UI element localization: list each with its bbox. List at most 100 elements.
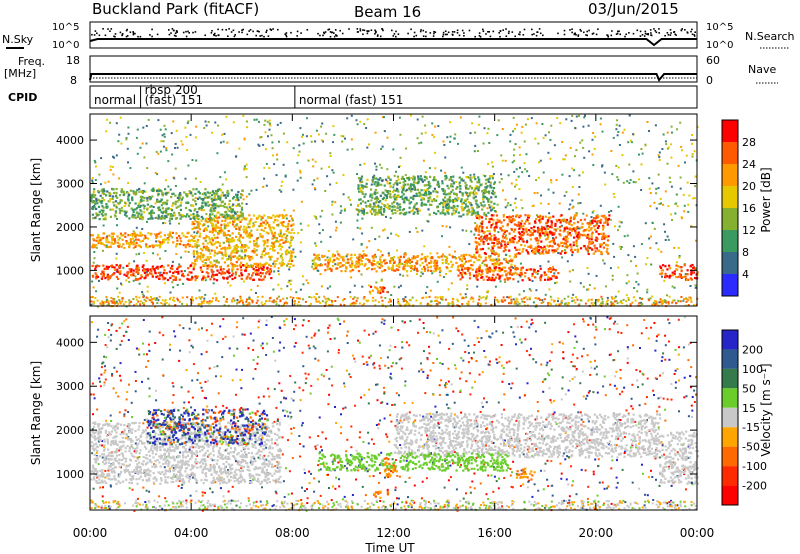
noise-pixel xyxy=(104,181,107,184)
ground-pixel xyxy=(528,296,531,299)
data-pixel xyxy=(508,267,511,270)
data-pixel xyxy=(569,234,573,237)
noise-pixel xyxy=(163,133,166,136)
data-pixel xyxy=(377,291,380,294)
data-pixel xyxy=(520,243,523,247)
data-pixel xyxy=(260,228,263,231)
data-pixel xyxy=(228,203,231,206)
data-pixel xyxy=(486,271,489,274)
noise-pixel xyxy=(587,246,590,249)
data-pixel xyxy=(133,231,136,234)
data-pixel xyxy=(155,236,158,239)
noise-pixel xyxy=(343,209,346,212)
noise-pixel xyxy=(667,146,670,149)
data-pixel xyxy=(205,229,208,232)
noise-pixel xyxy=(328,165,331,168)
data-pixel xyxy=(463,271,467,275)
noise-pixel xyxy=(694,175,697,178)
data-pixel xyxy=(214,227,217,230)
nsearch-point xyxy=(680,29,683,31)
noise-pixel xyxy=(519,166,521,169)
data-pixel xyxy=(231,263,234,266)
noise-pixel xyxy=(661,148,664,150)
noise-pixel xyxy=(311,183,314,186)
noise-pixel xyxy=(445,273,447,275)
noise-pixel xyxy=(139,204,142,207)
data-pixel xyxy=(137,205,140,209)
data-pixel xyxy=(123,273,126,276)
data-pixel xyxy=(214,229,217,232)
nsearch-point xyxy=(362,33,364,36)
nsearch-point xyxy=(121,34,123,37)
noise-pixel xyxy=(478,181,481,184)
noise-pixel xyxy=(557,252,560,254)
data-pixel xyxy=(508,259,511,263)
noise-pixel xyxy=(390,232,393,235)
data-pixel xyxy=(280,221,284,224)
noise-pixel xyxy=(141,142,144,145)
data-pixel xyxy=(148,245,151,248)
noise-pixel xyxy=(626,180,629,183)
ground-pixel xyxy=(641,303,644,305)
data-pixel xyxy=(132,216,135,219)
data-pixel xyxy=(505,237,508,240)
data-pixel xyxy=(269,271,272,274)
noise-pixel xyxy=(241,194,244,197)
data-pixel xyxy=(141,233,144,237)
data-pixel xyxy=(216,241,219,244)
data-pixel xyxy=(576,248,579,251)
noise-pixel xyxy=(276,158,279,161)
data-pixel xyxy=(468,277,472,280)
data-pixel xyxy=(601,236,604,239)
noise-pixel xyxy=(250,189,253,192)
nsearch-point xyxy=(563,29,566,32)
noise-pixel xyxy=(537,176,540,179)
noise-pixel xyxy=(582,146,585,149)
data-pixel xyxy=(486,237,489,240)
data-pixel xyxy=(430,261,433,264)
data-pixel xyxy=(239,220,242,223)
data-pixel xyxy=(412,255,415,258)
noise-pixel xyxy=(359,227,362,230)
ground-pixel xyxy=(142,296,145,299)
data-pixel xyxy=(103,192,106,196)
data-pixel xyxy=(495,238,498,241)
data-pixel xyxy=(262,221,265,224)
data-pixel xyxy=(193,236,196,239)
nsearch-point xyxy=(218,34,220,36)
data-pixel xyxy=(270,277,273,280)
data-pixel xyxy=(281,238,284,241)
noise-pixel xyxy=(618,245,621,248)
nsearch-point xyxy=(393,33,396,35)
noise-pixel xyxy=(176,284,179,286)
data-pixel xyxy=(160,264,163,268)
freq-label: Freq. xyxy=(18,55,45,68)
data-pixel xyxy=(223,205,226,209)
data-pixel xyxy=(252,264,255,267)
noise-pixel xyxy=(468,194,471,197)
noise-pixel xyxy=(346,148,349,151)
nsearch-point xyxy=(175,30,178,32)
noise-pixel xyxy=(282,132,285,135)
data-pixel xyxy=(291,228,294,231)
noise-pixel xyxy=(199,256,202,259)
noise-pixel xyxy=(342,135,345,138)
data-pixel xyxy=(190,271,193,274)
data-pixel xyxy=(240,208,244,211)
data-pixel xyxy=(534,230,537,233)
ground-pixel xyxy=(174,304,177,306)
data-pixel xyxy=(546,233,549,236)
data-pixel xyxy=(125,264,129,267)
data-pixel xyxy=(219,268,222,271)
data-pixel xyxy=(451,263,454,266)
noise-pixel xyxy=(658,203,661,205)
data-pixel xyxy=(161,212,164,215)
data-pixel xyxy=(127,234,130,237)
data-pixel xyxy=(506,241,509,244)
noise-pixel xyxy=(141,291,144,293)
data-pixel xyxy=(527,245,530,248)
data-pixel xyxy=(522,228,525,231)
nsearch-point xyxy=(667,34,670,36)
noise-pixel xyxy=(316,293,318,295)
noise-pixel xyxy=(685,154,688,157)
